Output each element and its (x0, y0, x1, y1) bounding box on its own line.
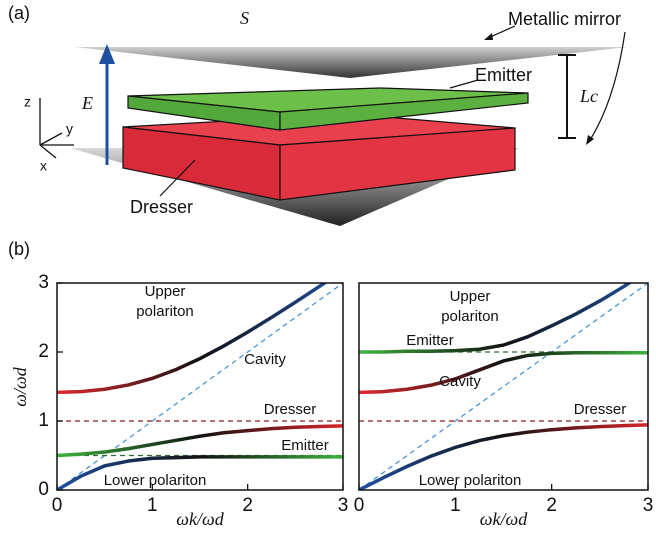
length-label: Lc (579, 86, 598, 106)
annotation: Emitter (281, 437, 329, 454)
annotation: Upper (450, 288, 491, 305)
emitter-pointer (450, 80, 478, 88)
annotation: Upper (145, 283, 186, 300)
mirror-label: Metallic mirror (508, 9, 621, 29)
y-tick-label: 3 (38, 272, 49, 293)
series-line (359, 353, 648, 393)
x-tick-label: 0 (354, 495, 365, 516)
x-tick-label: 3 (643, 495, 654, 516)
panel-label: (b) (8, 239, 30, 259)
series-line (359, 283, 648, 490)
x-tick-label: 0 (52, 495, 63, 516)
annotation: Cavity (244, 351, 286, 368)
y-tick-label: 1 (38, 410, 49, 431)
series-line (57, 271, 343, 393)
x-axis-label: ωk/ωd (176, 509, 224, 529)
x-tick-label: 2 (546, 495, 557, 516)
x-tick-label: 1 (450, 495, 461, 516)
x-tick-label: 2 (242, 495, 253, 516)
panel-label: (a) (8, 3, 30, 23)
figure: (a) E⃗ S Metallic mirror Emitter Lc (0, 0, 656, 533)
x-tick-label: 1 (147, 495, 158, 516)
axis-x: x (40, 158, 47, 174)
annotation: Emitter (406, 332, 454, 349)
emitter-label: Emitter (475, 65, 532, 85)
y-tick-label: 2 (38, 341, 49, 362)
annotation: polariton (136, 303, 194, 320)
plot: 0 1 2 3 0 1 2 3 ωk/ωd ω/ωd Upper polariton Cavity Dre… (10, 271, 348, 530)
dresser-label: Dresser (130, 197, 193, 217)
axis-y: y (66, 121, 73, 137)
length-bracket (558, 55, 576, 138)
annotation: Cavity (439, 373, 481, 390)
panel-a: (a) E⃗ S Metallic mirror Emitter Lc (8, 3, 628, 226)
annotation: polariton (441, 308, 499, 325)
mirror-pointer-head (484, 33, 493, 40)
annotation: Lower polariton (419, 472, 522, 489)
annotation: Dresser (264, 401, 317, 418)
top-mirror (75, 47, 628, 78)
dresser-slab (123, 114, 515, 200)
x-tick-label: 3 (338, 495, 349, 516)
x-axis-label: ωk/ωd (480, 509, 528, 529)
series-line (57, 283, 343, 490)
field-label: E⃗ (81, 93, 107, 113)
annotation: Lower polariton (104, 472, 207, 489)
y-axis-label: ω/ωd (10, 366, 30, 406)
annotation: Dresser (574, 401, 627, 418)
area-label: S (240, 8, 249, 28)
y-tick-label: 0 (38, 479, 49, 500)
plot: 0 1 2 3 ωk/ωd Upper polariton Emitter Cavity Dres… (354, 271, 654, 530)
plot-frame (359, 283, 648, 490)
axis-z: z (24, 94, 31, 110)
